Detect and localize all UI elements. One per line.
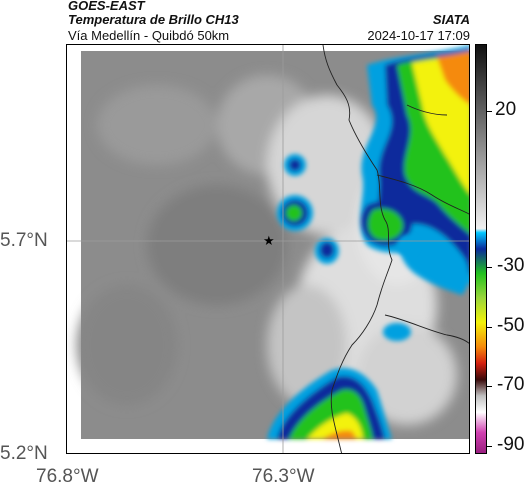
y-tick-5.7: 5.7°N: [0, 230, 48, 251]
brand-label: SIATA: [432, 12, 470, 27]
cb-tick-mark-m50: [487, 327, 492, 328]
y-tick-5.2: 5.2°N: [0, 443, 48, 464]
map-canvas: ★: [67, 45, 469, 453]
cb-tick-mark-m90: [487, 446, 492, 447]
cb-tick-mark-20: [487, 111, 492, 112]
x-tick-76.8: 76.8°W: [36, 466, 99, 487]
satellite-name: GOES-EAST: [68, 0, 145, 13]
cb-tick-mark-m70: [487, 386, 492, 387]
satellite-map[interactable]: ★: [66, 44, 470, 454]
x-tick-76.3: 76.3°W: [252, 466, 315, 487]
cloud-band-east: [360, 45, 469, 295]
admin-borders: [322, 45, 469, 453]
region-subtitle: Vía Medellín - Quibdó 50km: [68, 28, 230, 43]
cb-tick-m90: -90: [497, 434, 525, 455]
cb-tick-m50: -50: [497, 315, 525, 336]
colorbar: [475, 44, 487, 454]
cb-tick-m30: -30: [497, 255, 525, 276]
product-title: Temperatura de Brillo CH13: [68, 12, 239, 27]
cb-tick-m70: -70: [497, 374, 525, 395]
cb-tick-mark-m30: [487, 267, 492, 268]
cb-tick-20: 20: [495, 99, 517, 120]
star-icon: ★: [263, 234, 275, 249]
convective-cells: [277, 154, 417, 341]
timestamp: 2024-10-17 17:09: [367, 28, 470, 43]
gray-texture: [77, 75, 457, 425]
colorbar-gradient: [476, 45, 486, 453]
